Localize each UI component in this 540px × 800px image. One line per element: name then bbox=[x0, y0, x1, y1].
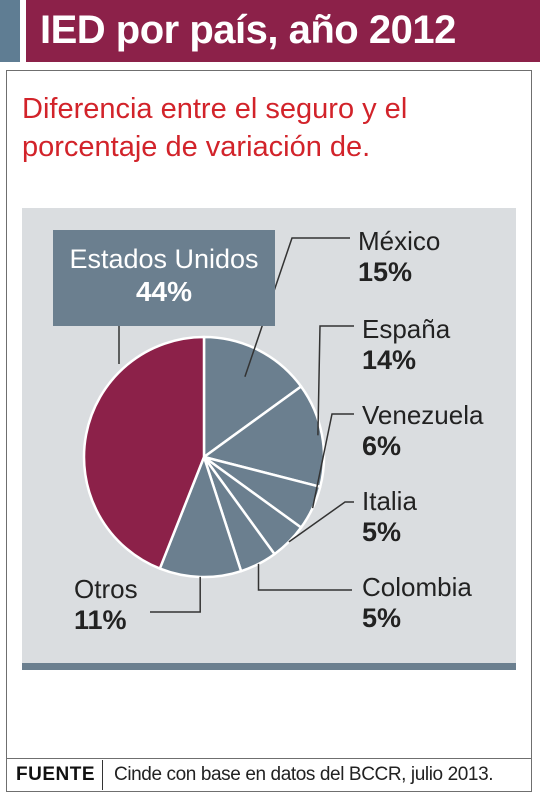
label-otros: Otros 11% bbox=[74, 574, 138, 636]
chart-title: IED por país, año 2012 bbox=[40, 8, 456, 52]
slice-label-estados-unidos: Estados Unidos bbox=[69, 244, 259, 274]
slice-value-italia: 5% bbox=[362, 517, 402, 547]
label-espana: España 14% bbox=[362, 314, 450, 376]
label-colombia: Colombia 5% bbox=[362, 572, 472, 634]
pie-slice-estados-unidos bbox=[82, 335, 206, 570]
slice-value-estados-unidos: 44% bbox=[135, 276, 193, 307]
slice-label-otros: Otros bbox=[74, 574, 138, 604]
leader-line-espana bbox=[317, 325, 354, 436]
label-venezuela: Venezuela 6% bbox=[362, 400, 483, 462]
slice-label-venezuela: Venezuela bbox=[362, 400, 484, 430]
slice-label-italia: Italia bbox=[362, 486, 417, 516]
slice-value-espana: 14% bbox=[362, 345, 417, 375]
slice-value-mexico: 15% bbox=[358, 257, 413, 287]
slice-label-colombia: Colombia bbox=[362, 572, 472, 602]
source-text: Cinde con base en datos del BCCR, julio … bbox=[114, 764, 494, 785]
source-separator bbox=[102, 760, 103, 790]
slice-value-colombia: 5% bbox=[362, 603, 402, 633]
leader-line-venezuela bbox=[311, 413, 354, 509]
slice-value-otros: 11% bbox=[74, 605, 127, 635]
slice-label-espana: España bbox=[362, 314, 451, 344]
callout-estados-unidos: Estados Unidos 44% bbox=[53, 230, 275, 326]
source-key: FUENTE bbox=[16, 764, 95, 785]
label-mexico: México 15% bbox=[358, 226, 440, 288]
leader-line-mexico bbox=[244, 237, 350, 378]
leader-line-italia bbox=[288, 501, 354, 543]
chart-subtitle: Diferencia entre el seguro y el porcenta… bbox=[22, 93, 408, 163]
slice-value-venezuela: 6% bbox=[362, 431, 402, 461]
source-divider bbox=[6, 758, 532, 759]
pie-slice-mexico bbox=[202, 335, 303, 459]
leader-line-otros bbox=[150, 576, 201, 613]
pie-slice-espana bbox=[202, 385, 326, 489]
slice-label-mexico: México bbox=[358, 226, 441, 256]
leader-line-colombia bbox=[257, 563, 352, 591]
label-italia: Italia 5% bbox=[362, 486, 417, 548]
header-band bbox=[0, 0, 540, 62]
chart-frame bbox=[6, 70, 532, 792]
